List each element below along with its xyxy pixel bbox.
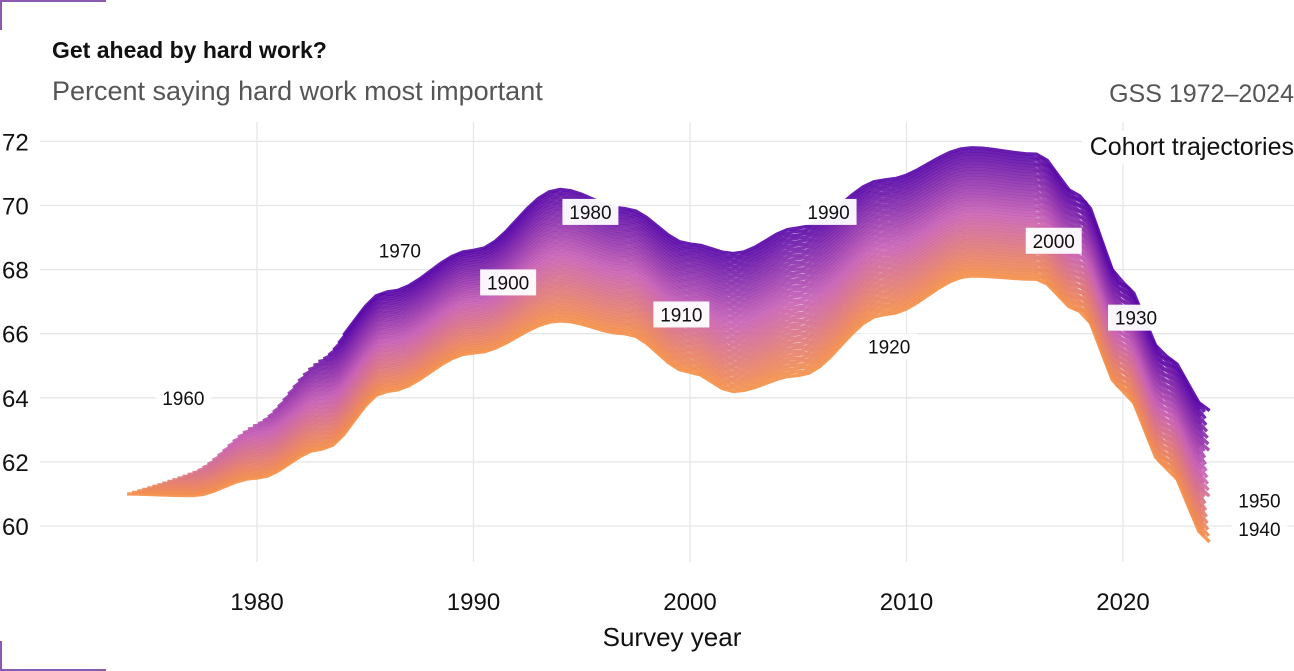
cohort-line — [167, 250, 1208, 518]
cohort-line — [322, 157, 1202, 418]
cohort-label-text: 1930 — [1115, 309, 1157, 330]
cohort-line — [332, 152, 1201, 411]
y-axis-ticks: 60 62 64 66 68 70 72 — [2, 129, 29, 541]
y-tick-label: 60 — [2, 514, 29, 541]
cohort-label-1980: 1980 — [562, 198, 619, 225]
chart-subtitle: Percent saying hard work most important — [52, 76, 543, 106]
cohort-label-text: 1990 — [807, 203, 849, 224]
y-tick-label: 64 — [2, 386, 29, 413]
cohort-label-1970: 1970 — [371, 237, 428, 264]
cohort-label-text: 1970 — [379, 241, 421, 262]
cohort-labels: 1900 1910 1920 1930 1940 1950 1960 1970 1980 1990… — [155, 198, 1288, 543]
cohort-label-bg — [480, 269, 537, 296]
cohort-label-bg — [371, 237, 428, 264]
cohort-line — [157, 256, 1209, 525]
cohort-line — [313, 163, 1203, 425]
x-tick-label: 2020 — [1096, 589, 1149, 616]
cohort-line — [337, 149, 1206, 413]
cohort-line — [162, 253, 1204, 516]
x-tick-label: 1980 — [230, 589, 283, 616]
cohort-line — [262, 193, 1207, 459]
cohort-label-text: 1950 — [1238, 491, 1280, 512]
cohort-label-1920: 1920 — [861, 333, 918, 360]
y-tick-label: 66 — [2, 322, 29, 349]
y-tick-label: 68 — [2, 258, 29, 285]
frame-corner-top — [0, 0, 106, 30]
cohort-label-text: 1920 — [868, 338, 910, 359]
cohort-label-text: 1910 — [660, 305, 702, 326]
cohort-line — [216, 220, 1205, 484]
cohort-label-text: 2000 — [1033, 232, 1075, 253]
x-axis-label: Survey year — [602, 622, 742, 652]
cohort-line — [132, 271, 1206, 537]
cohort-label-text: 1960 — [162, 389, 204, 410]
cohort-label-1960: 1960 — [155, 384, 212, 411]
cohort-line — [252, 199, 1207, 466]
cohort-label-1990: 1990 — [800, 198, 857, 225]
cohort-label-text: 1980 — [569, 203, 611, 224]
y-tick-label: 72 — [2, 129, 29, 156]
cohort-label-bg — [1107, 304, 1164, 331]
cohort-label-bg — [861, 333, 918, 360]
cohort-line — [142, 265, 1205, 530]
cohort-label-1900: 1900 — [480, 269, 537, 296]
cohort-label-bg — [1231, 487, 1288, 514]
cohort-line — [342, 146, 1211, 412]
cohort-line — [257, 196, 1202, 456]
cohort-line — [127, 274, 1211, 544]
cohort-label-bg — [155, 384, 212, 411]
x-axis-ticks: 1980 1990 2000 2010 2020 — [230, 589, 1149, 616]
cohort-line — [277, 184, 1211, 452]
cohort-label-bg — [653, 301, 710, 328]
frame-corner-bottom — [0, 641, 106, 671]
y-tick-label: 62 — [2, 450, 29, 477]
chart-title: Get ahead by hard work? — [52, 37, 327, 63]
cohort-lines — [127, 146, 1211, 544]
data-source: GSS 1972–2024 — [1109, 80, 1294, 108]
cohort-line — [152, 259, 1204, 523]
cohort-label-2000: 2000 — [1025, 227, 1082, 254]
cohort-line — [237, 208, 1203, 470]
cohort-line — [267, 190, 1201, 449]
x-tick-label: 1990 — [447, 589, 500, 616]
cohort-line — [242, 205, 1208, 472]
x-tick-label: 2000 — [663, 589, 716, 616]
cohort-line — [247, 202, 1203, 463]
cohort-label-bg — [800, 198, 857, 225]
cohort-label-bg — [1231, 516, 1288, 543]
cohort-label-1910: 1910 — [653, 301, 710, 328]
cohort-label-bg — [562, 198, 619, 225]
cohort-label-text: 1900 — [487, 273, 529, 294]
legend-title: Cohort trajectories — [1081, 131, 1294, 164]
cohort-label-1950: 1950 — [1231, 487, 1288, 514]
cohort-label-1930: 1930 — [1107, 304, 1164, 331]
x-tick-label: 2010 — [880, 589, 933, 616]
cohort-line — [221, 217, 1210, 485]
y-tick-label: 70 — [2, 194, 29, 221]
cohort-line — [272, 187, 1206, 452]
cohort-line — [282, 181, 1205, 446]
cohort-label-1940: 1940 — [1231, 516, 1288, 543]
cohort-label-bg — [1025, 227, 1082, 254]
cohort-label-text: 1940 — [1238, 520, 1280, 541]
cohort-line — [137, 268, 1211, 538]
